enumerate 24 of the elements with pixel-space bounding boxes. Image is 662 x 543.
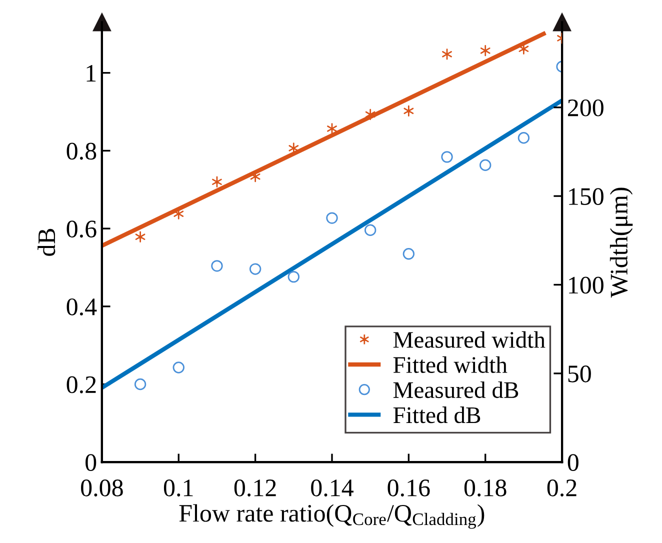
x-tick-label: 0.12 [234, 479, 276, 496]
y-tick-label: 1 [86, 65, 96, 82]
x-tick-label: 0.16 [388, 479, 430, 496]
y2-tick-label: 100 [569, 276, 604, 294]
y-axis-title: dB [38, 228, 56, 256]
x-tick-label: 0.18 [464, 479, 506, 496]
legend-label: Fitted width [393, 356, 508, 373]
y2-tick-label: 50 [568, 365, 591, 382]
y-tick-label: 0.4 [66, 298, 97, 316]
legend-label: Fitted dB [393, 406, 480, 424]
y-tick-label: 0.2 [66, 376, 96, 394]
x-tick-label: 0.2 [547, 479, 576, 496]
x-axis-title: Flow rate ratio(Q$_{Core}$/Q$_{Cladding}$) [179, 504, 484, 529]
y2-tick-label: 0 [568, 454, 578, 472]
y2-axis-title: Width(μm) [610, 188, 633, 298]
x-tick-label: 0.14 [311, 479, 354, 496]
y-tick-label: 0 [86, 454, 96, 472]
x-tick-label: 0.08 [81, 479, 123, 496]
y-tick-label: 0.8 [66, 142, 96, 160]
y-tick-label: 0.6 [66, 220, 96, 238]
legend-label: Measured dB [393, 381, 518, 398]
y2-tick-label: 200 [568, 99, 604, 116]
y2-tick-label: 150 [569, 188, 604, 205]
x-tick-label: 0.1 [164, 479, 193, 496]
